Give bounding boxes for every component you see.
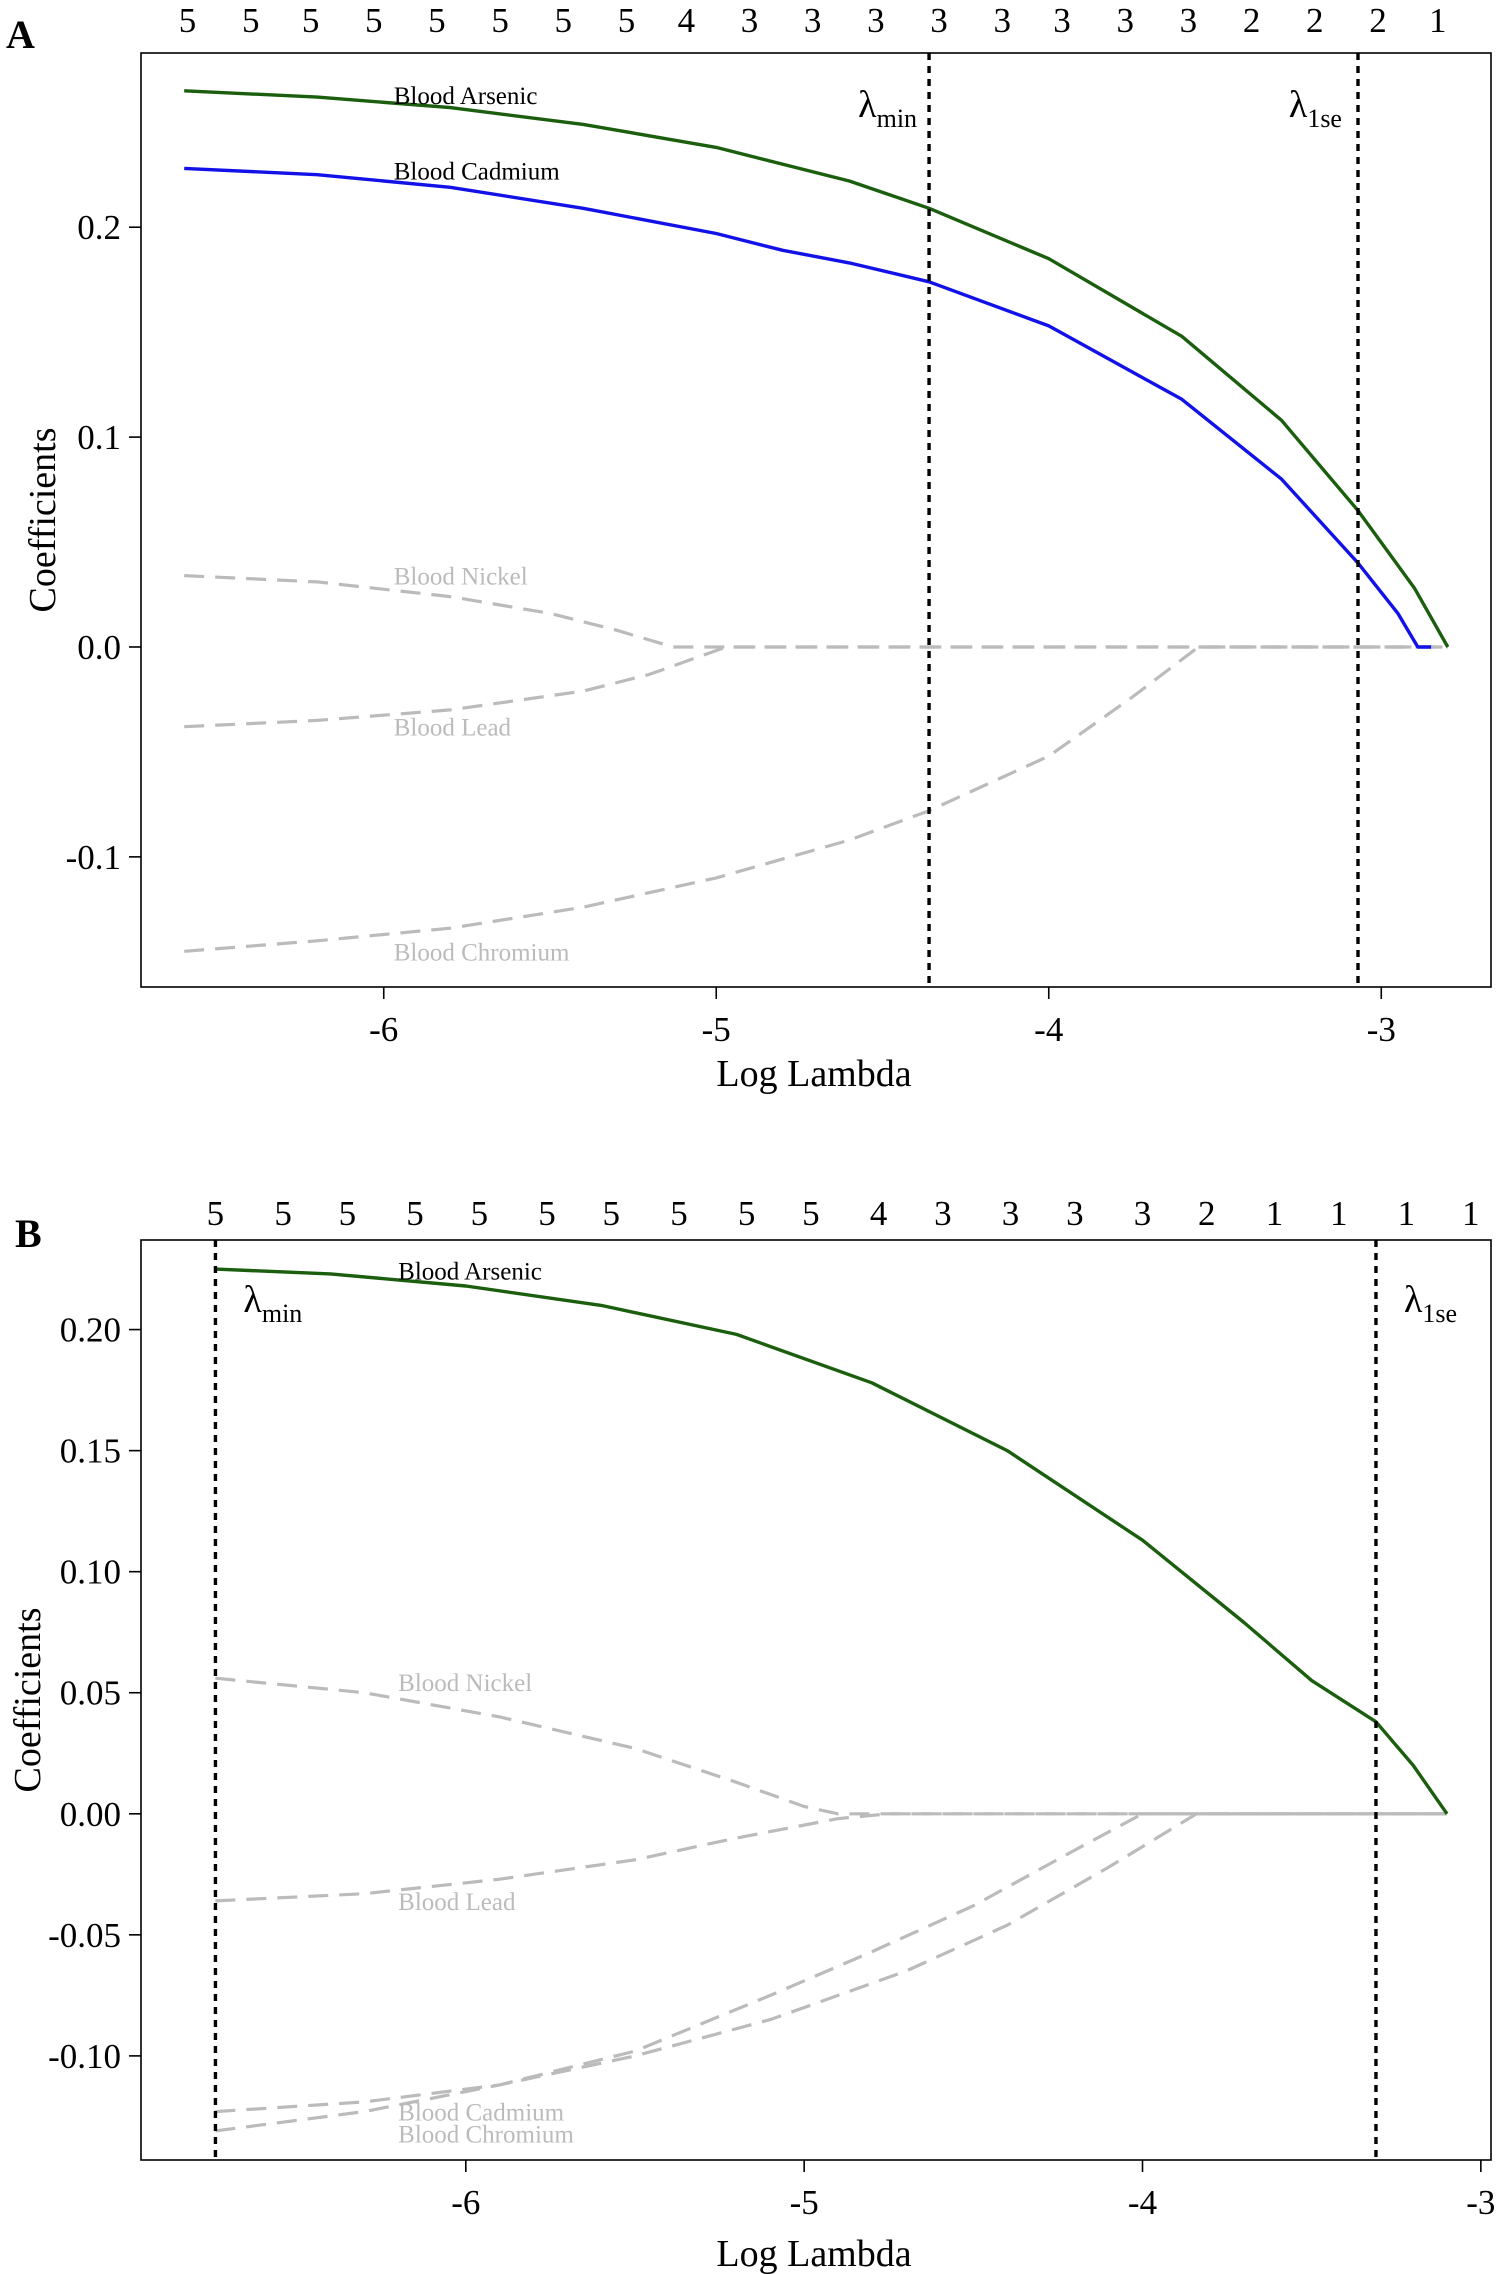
top-axis-label: 3	[741, 1, 759, 40]
top-axis-label: 5	[365, 1, 383, 40]
x-tick-label: -6	[451, 2183, 480, 2222]
series-line-blood-lead	[215, 1812, 1447, 1903]
top-axis-label: 5	[339, 1194, 357, 1233]
y-axis-title: Coefficients	[22, 427, 64, 612]
y-tick-label: -0.10	[48, 2037, 121, 2076]
top-axis-label: 5	[555, 1, 573, 40]
series-label-blood-arsenic: Blood Arsenic	[398, 1258, 542, 1285]
top-axis-label: 5	[738, 1194, 756, 1233]
top-axis-label: 5	[491, 1, 509, 40]
series-label-blood-nickel: Blood Nickel	[394, 564, 528, 591]
lambda-min-label: λmin	[243, 1279, 302, 1328]
top-axis-label: 3	[993, 1, 1011, 40]
lambda-symbol: λ	[243, 1279, 262, 1321]
x-tick-label: -4	[1128, 2183, 1157, 2222]
x-tick-label: -5	[702, 1010, 731, 1049]
top-axis-label: 5	[802, 1194, 820, 1233]
series-label-blood-arsenic: Blood Arsenic	[394, 83, 538, 110]
top-axis-label: 3	[1002, 1194, 1020, 1233]
top-axis-label: 5	[274, 1194, 292, 1233]
series-label-blood-cadmium: Blood Cadmium	[398, 2100, 565, 2127]
top-axis-label: 5	[618, 1, 636, 40]
plot-frame	[140, 1239, 1492, 2161]
series-label-blood-chromium: Blood Chromium	[394, 939, 570, 966]
x-tick-label: -3	[1367, 1010, 1396, 1049]
lambda-min-label: λmin	[858, 84, 917, 133]
lambda-symbol: λ	[1404, 1279, 1423, 1321]
y-tick-label: 0.1	[77, 418, 121, 457]
top-axis-label: 5	[670, 1194, 688, 1233]
y-tick-label: 0.20	[60, 1311, 121, 1350]
top-axis-label: 3	[1053, 1, 1071, 40]
top-axis-label: 5	[538, 1194, 556, 1233]
top-axis-label: 2	[1369, 1, 1387, 40]
series-label-blood-cadmium: Blood Cadmium	[394, 159, 561, 186]
top-axis-label: 5	[406, 1194, 424, 1233]
lambda-subscript: min	[877, 104, 917, 133]
top-axis-label: 5	[242, 1, 260, 40]
y-axis-title: Coefficients	[7, 1607, 49, 1792]
top-axis-label: 1	[1398, 1194, 1416, 1233]
x-tick-label: -6	[369, 1010, 398, 1049]
y-tick-label: 0.05	[60, 1674, 121, 1713]
lambda-1se-label: λ1se	[1404, 1279, 1457, 1328]
lambda-subscript: min	[262, 1299, 302, 1328]
top-axis-label: 2	[1198, 1194, 1216, 1233]
y-tick-label: 0.15	[60, 1432, 121, 1471]
lambda-symbol: λ	[858, 84, 877, 126]
top-axis-label: 1	[1330, 1194, 1348, 1233]
series-line-blood-cadmium	[184, 166, 1432, 649]
top-axis-label: 3	[1180, 1, 1198, 40]
x-axis-title: Log Lambda	[716, 2233, 911, 2274]
top-axis-label: 4	[678, 1, 696, 40]
series-line-blood-lead	[184, 645, 1448, 729]
panel-b: B -6 -5 -4 -3 -0.10 -0.05 0.00 0.05 0.10 0.15 0.20 5…	[7, 1194, 1495, 2274]
top-axis-label: 5	[603, 1194, 621, 1233]
series-line-blood-chromium	[215, 1812, 1447, 2133]
top-axis-label: 5	[302, 1, 320, 40]
y-tick-label: -0.05	[48, 1916, 121, 1955]
top-axis-label: 2	[1306, 1, 1324, 40]
top-axis-label: 5	[471, 1194, 489, 1233]
lambda-1se-label: λ1se	[1289, 84, 1342, 133]
top-axis-label: 3	[804, 1, 822, 40]
x-tick-label: -4	[1034, 1010, 1063, 1049]
y-tick-label: 0.00	[60, 1795, 121, 1834]
top-axis-label: 3	[1066, 1194, 1084, 1233]
x-tick-label: -5	[790, 2183, 819, 2222]
x-axis-title: Log Lambda	[716, 1053, 911, 1095]
top-axis-label: 5	[207, 1194, 225, 1233]
top-axis-label: 3	[1116, 1, 1134, 40]
lambda-subscript: 1se	[1307, 104, 1342, 133]
series-label-blood-lead: Blood Lead	[398, 1889, 516, 1916]
top-axis-label: 1	[1429, 1, 1447, 40]
top-axis-label: 1	[1266, 1194, 1284, 1233]
y-tick-label: -0.1	[66, 838, 121, 877]
top-axis-label: 3	[930, 1, 948, 40]
panel-label: B	[15, 1211, 42, 1256]
lambda-symbol: λ	[1289, 84, 1308, 126]
panel-a: A -6 -5 -4 -3 -0.1 0.0 0.1 0.2 5 5 5 5 5 5 5 5 4 3 3 3 3 3 3 3 3 2…	[6, 1, 1492, 1095]
top-axis-label: 3	[867, 1, 885, 40]
series-label-blood-nickel: Blood Nickel	[398, 1670, 532, 1697]
top-axis-label: 2	[1243, 1, 1261, 40]
top-axis-label: 3	[1134, 1194, 1152, 1233]
top-axis-label: 5	[179, 1, 197, 40]
y-tick-label: 0.10	[60, 1553, 121, 1592]
top-axis-label: 1	[1462, 1194, 1480, 1233]
x-tick-label: -3	[1466, 2183, 1495, 2222]
panel-label: A	[6, 12, 35, 57]
top-axis-label: 4	[870, 1194, 888, 1233]
series-label-blood-lead: Blood Lead	[394, 715, 512, 742]
top-axis-label: 5	[428, 1, 446, 40]
lambda-subscript: 1se	[1422, 1299, 1457, 1328]
top-axis-label: 3	[934, 1194, 952, 1233]
y-tick-label: 0.0	[77, 628, 121, 667]
series-label-blood-chromium: Blood Chromium	[398, 2121, 574, 2148]
y-tick-label: 0.2	[77, 208, 121, 247]
plot-frame	[140, 52, 1492, 988]
